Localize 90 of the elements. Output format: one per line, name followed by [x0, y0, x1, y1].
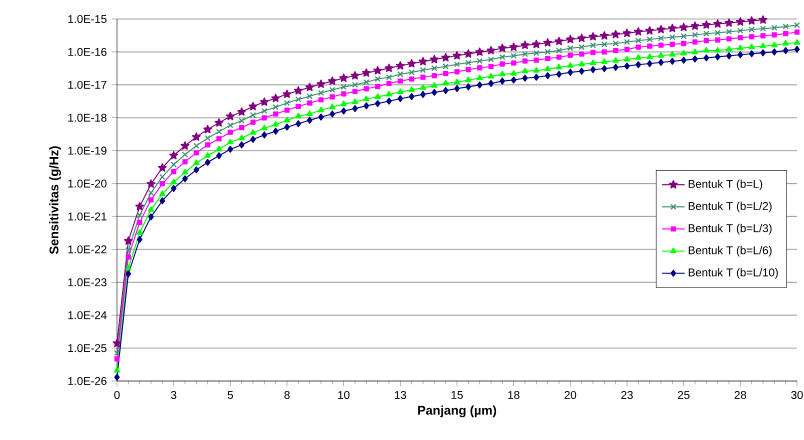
- point: [464, 49, 473, 58]
- point: [282, 90, 292, 98]
- point: [271, 94, 280, 102]
- y-tick-label: 1.0E-25: [68, 344, 107, 352]
- point: [180, 141, 190, 150]
- point: [396, 61, 405, 70]
- legend-label: Bentuk T (b=L/10): [688, 268, 778, 279]
- point: [158, 163, 167, 172]
- point: [588, 32, 598, 41]
- point: [645, 26, 654, 35]
- point: [498, 44, 507, 52]
- point: [214, 118, 224, 127]
- y-axis-title: Sensitivitas (g/Hz): [49, 146, 61, 254]
- point: [509, 42, 518, 51]
- point: [713, 19, 722, 28]
- y-tick-label: 1.0E-19: [68, 146, 106, 155]
- y-tick-label: 1.0E-26: [68, 377, 106, 385]
- point: [418, 56, 428, 66]
- point: [328, 76, 337, 85]
- point: [679, 22, 688, 32]
- point: [452, 51, 462, 60]
- point: [486, 46, 496, 54]
- point: [600, 31, 609, 40]
- point: [520, 40, 530, 50]
- point: [634, 27, 643, 36]
- point: [248, 102, 258, 110]
- point: [146, 179, 156, 188]
- x-axis-title: Panjang (µm): [418, 405, 496, 418]
- point: [350, 71, 360, 80]
- point: [135, 202, 144, 210]
- x-tick-label: 30: [791, 391, 803, 399]
- point: [237, 107, 246, 116]
- point: [690, 21, 700, 30]
- x-tick-label: 23: [621, 391, 633, 399]
- point: [362, 68, 371, 77]
- point: [736, 17, 745, 26]
- point: [668, 24, 677, 32]
- y-tick-label: 1.0E-16: [68, 48, 106, 56]
- y-tick-label: 1.0E-15: [68, 15, 107, 23]
- point: [169, 150, 178, 160]
- x-tick-label: 13: [394, 391, 406, 399]
- point: [566, 34, 575, 44]
- point: [373, 66, 382, 74]
- point: [305, 82, 314, 92]
- point: [260, 97, 269, 106]
- point: [226, 112, 235, 120]
- y-tick-label: 1.0E-21: [68, 212, 106, 220]
- legend-label: Bentuk T (b=L/3): [688, 224, 772, 234]
- point: [532, 40, 541, 48]
- x-tick-label: 0: [114, 391, 120, 399]
- x-tick-label: 5: [228, 391, 234, 399]
- point: [294, 86, 303, 95]
- point: [611, 30, 620, 38]
- point: [554, 36, 564, 46]
- x-tick-label: 8: [284, 391, 290, 399]
- x-tick-label: 20: [564, 391, 576, 399]
- x-tick-label: 15: [452, 391, 463, 399]
- y-tick-label: 1.0E-23: [68, 278, 106, 286]
- legend-label: Bentuk T (b=L/2): [688, 202, 772, 212]
- point: [430, 54, 439, 64]
- point: [203, 124, 212, 134]
- point: [407, 59, 416, 68]
- point: [543, 38, 552, 47]
- point: [758, 15, 768, 24]
- y-tick-label: 1.0E-24: [68, 311, 107, 320]
- y-tick-label: 1.0E-18: [68, 114, 106, 122]
- point: [124, 236, 133, 245]
- x-tick-label: 10: [338, 391, 350, 399]
- point: [316, 80, 326, 88]
- point: [656, 24, 666, 34]
- x-tick-label: 3: [170, 391, 176, 399]
- y-tick-label: 1.0E-22: [68, 245, 106, 254]
- y-tick-label: 1.0E-17: [68, 80, 106, 89]
- legend-label: Bentuk T (b=L): [688, 180, 762, 190]
- point: [192, 132, 201, 141]
- point: [441, 53, 450, 62]
- legend-label: Bentuk T (b=L/6): [688, 246, 772, 257]
- point: [384, 64, 394, 72]
- point: [475, 47, 484, 56]
- point: [577, 34, 586, 42]
- point: [622, 28, 632, 38]
- point: [339, 74, 348, 82]
- point: [747, 16, 756, 25]
- x-tick-label: 28: [734, 391, 746, 399]
- x-tick-label: 18: [508, 391, 520, 399]
- point: [724, 18, 734, 27]
- y-tick-label: 1.0E-20: [68, 180, 107, 188]
- point: [702, 20, 711, 29]
- point: [112, 338, 122, 348]
- x-tick-label: 25: [678, 391, 690, 399]
